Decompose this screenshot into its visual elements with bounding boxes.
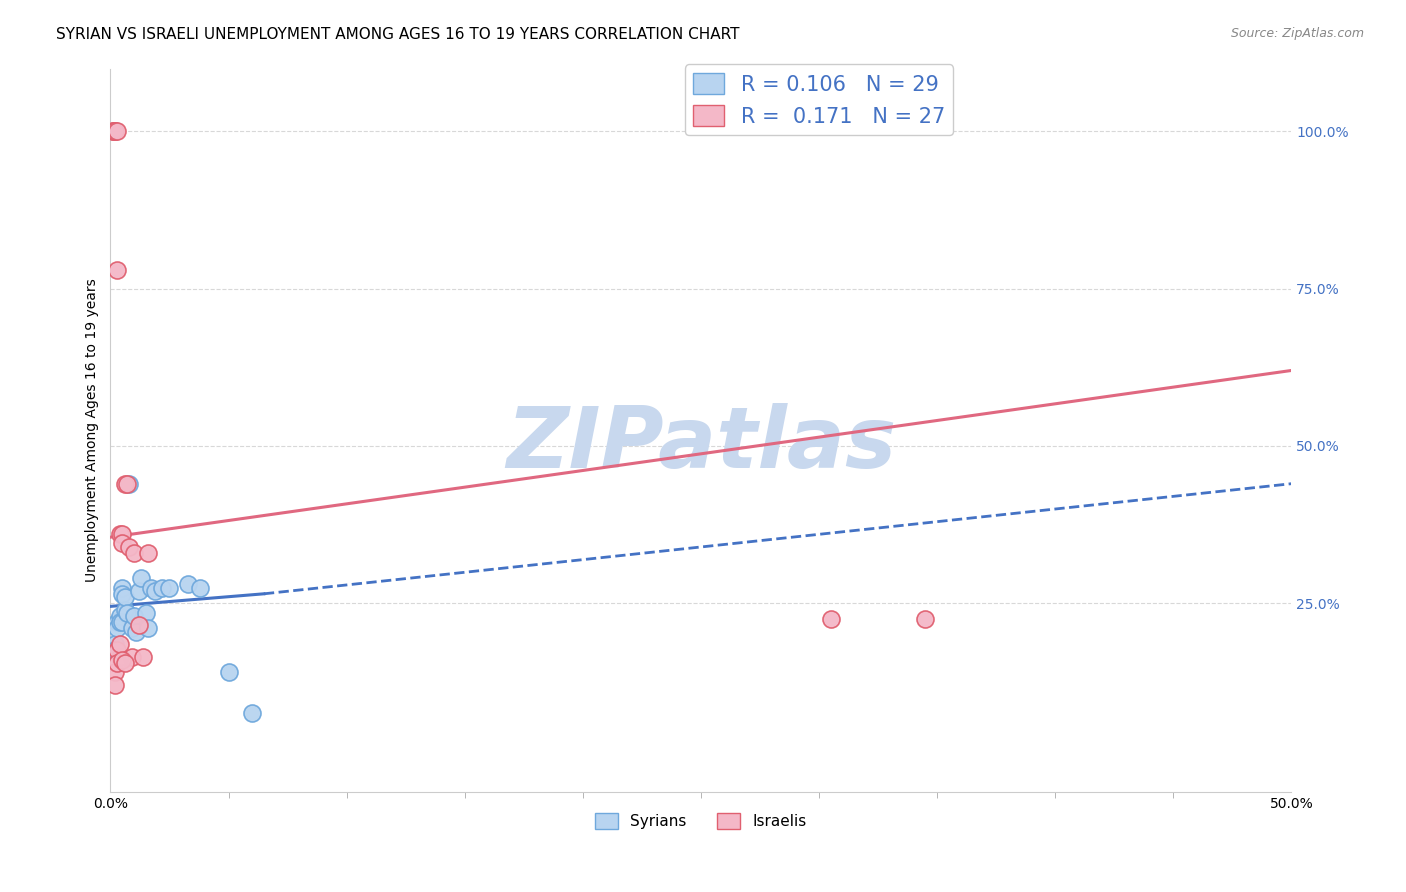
Point [118, 540, 141, 554]
Point [107, 656, 129, 670]
Point [139, 581, 162, 595]
Point [104, 124, 127, 138]
Point [107, 621, 129, 635]
Text: Source: ZipAtlas.com: Source: ZipAtlas.com [1230, 27, 1364, 40]
Point [914, 612, 936, 626]
Point [143, 583, 166, 598]
Point [136, 621, 159, 635]
Point [118, 476, 141, 491]
Text: ZIPatlas: ZIPatlas [506, 403, 896, 486]
Point [114, 656, 136, 670]
Point [104, 678, 127, 692]
Point [115, 606, 138, 620]
Point [104, 643, 127, 657]
Point [150, 581, 173, 595]
Point [107, 124, 129, 138]
Point [122, 546, 145, 560]
Point [104, 124, 127, 138]
Point [121, 621, 143, 635]
Point [101, 643, 124, 657]
Point [177, 577, 200, 591]
Point [111, 527, 134, 541]
Point [107, 615, 129, 629]
Point [114, 590, 136, 604]
Point [128, 583, 150, 598]
Y-axis label: Unemployment Among Ages 16 to 19 years: Unemployment Among Ages 16 to 19 years [86, 278, 100, 582]
Point [107, 643, 129, 657]
Point [135, 606, 157, 620]
Point [129, 571, 152, 585]
Point [108, 608, 131, 623]
Point [108, 527, 131, 541]
Text: SYRIAN VS ISRAELI UNEMPLOYMENT AMONG AGES 16 TO 19 YEARS CORRELATION CHART: SYRIAN VS ISRAELI UNEMPLOYMENT AMONG AGE… [56, 27, 740, 42]
Point [114, 476, 136, 491]
Point [108, 615, 131, 629]
Point [107, 262, 129, 277]
Point [111, 615, 134, 629]
Point [111, 536, 134, 550]
Point [136, 546, 159, 560]
Point [218, 665, 240, 680]
Point [101, 124, 124, 138]
Point [132, 649, 155, 664]
Point [115, 476, 138, 491]
Point [121, 649, 143, 664]
Point [111, 581, 134, 595]
Point [114, 602, 136, 616]
Point [240, 706, 263, 721]
Point [111, 653, 134, 667]
Point [104, 665, 127, 680]
Point [125, 624, 148, 639]
Point [101, 124, 124, 138]
Point [820, 612, 842, 626]
Legend: Syrians, Israelis: Syrians, Israelis [589, 806, 813, 835]
Point [188, 581, 211, 595]
Point [122, 608, 145, 623]
Point [108, 637, 131, 651]
Point [111, 587, 134, 601]
Point [128, 618, 150, 632]
Point [104, 637, 127, 651]
Point [159, 581, 181, 595]
Point [108, 649, 131, 664]
